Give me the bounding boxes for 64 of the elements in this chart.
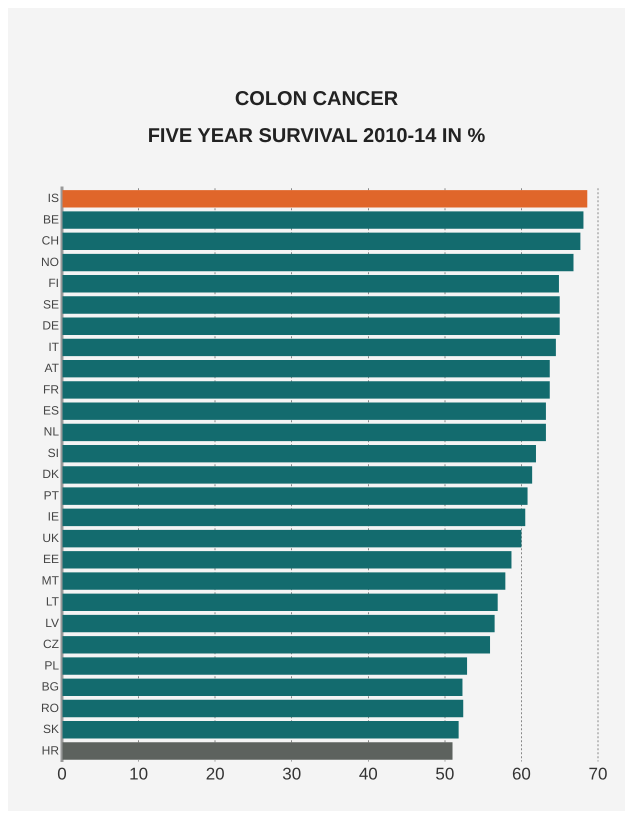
y-tick-label: IS (48, 191, 59, 206)
bar (62, 211, 584, 229)
bar (62, 275, 559, 292)
bar (62, 700, 464, 718)
y-tick-label: UK (42, 530, 59, 545)
x-tick-label: 70 (588, 764, 608, 784)
y-tick-label: PL (44, 658, 60, 672)
x-tick-label: 10 (129, 764, 148, 784)
x-tick-label: 0 (57, 764, 67, 784)
bar (62, 551, 512, 569)
y-tick-label: ES (42, 404, 59, 418)
y-tick-label: MT (42, 573, 60, 588)
bar (62, 232, 580, 250)
x-tick-label: 20 (206, 764, 225, 784)
y-tick-label: BE (42, 212, 59, 226)
x-tick-label: 30 (282, 764, 302, 784)
bar (62, 424, 546, 442)
y-tick-label: SI (48, 446, 59, 460)
bar (62, 254, 574, 272)
y-tick-label: CH (42, 234, 59, 248)
bar (62, 678, 462, 696)
bar (62, 296, 560, 314)
bar (62, 487, 528, 505)
y-tick-label: FI (48, 276, 59, 290)
y-tick-label: PT (44, 488, 60, 502)
bar (62, 594, 498, 612)
bar (62, 742, 453, 760)
chart-subtitle: FIVE YEAR SURVIVAL 2010-14 IN % (146, 125, 486, 148)
bar (62, 444, 536, 462)
bar (62, 721, 459, 738)
bar (62, 190, 588, 208)
y-tick-label: NL (44, 424, 60, 439)
y-tick-label: IT (48, 340, 60, 354)
y-tick-label: DK (42, 467, 59, 482)
bar (62, 636, 490, 654)
bar (62, 530, 522, 548)
bar (62, 318, 560, 335)
y-tick-label: RO (41, 700, 59, 715)
y-tick-label: DE (42, 318, 59, 333)
x-tick-label: 60 (512, 764, 531, 784)
y-tick-label: AT (44, 361, 60, 376)
x-tick-label: 50 (435, 764, 454, 784)
bar (62, 508, 526, 526)
bar (62, 381, 550, 399)
bar (62, 657, 468, 675)
y-tick-label: SE (42, 297, 59, 312)
y-tick-label: NO (41, 254, 59, 269)
y-tick-label: CZ (43, 637, 59, 652)
chart-title: COLON CANCER (234, 88, 400, 111)
bar (62, 338, 556, 356)
y-tick-label: LT (46, 594, 60, 609)
y-tick-label: LV (45, 616, 59, 630)
y-tick-label: SK (42, 722, 59, 736)
y-tick-label: BG (42, 680, 59, 694)
y-tick-label: IE (48, 510, 59, 524)
y-tick-label: FR (43, 382, 60, 396)
bar (62, 572, 506, 590)
bar (62, 614, 495, 632)
bar (62, 360, 550, 378)
x-tick-label: 40 (358, 764, 378, 784)
y-tick-label: EE (42, 552, 59, 566)
y-tick-label: HR (42, 743, 60, 758)
bar (62, 466, 532, 484)
bar (62, 402, 546, 420)
